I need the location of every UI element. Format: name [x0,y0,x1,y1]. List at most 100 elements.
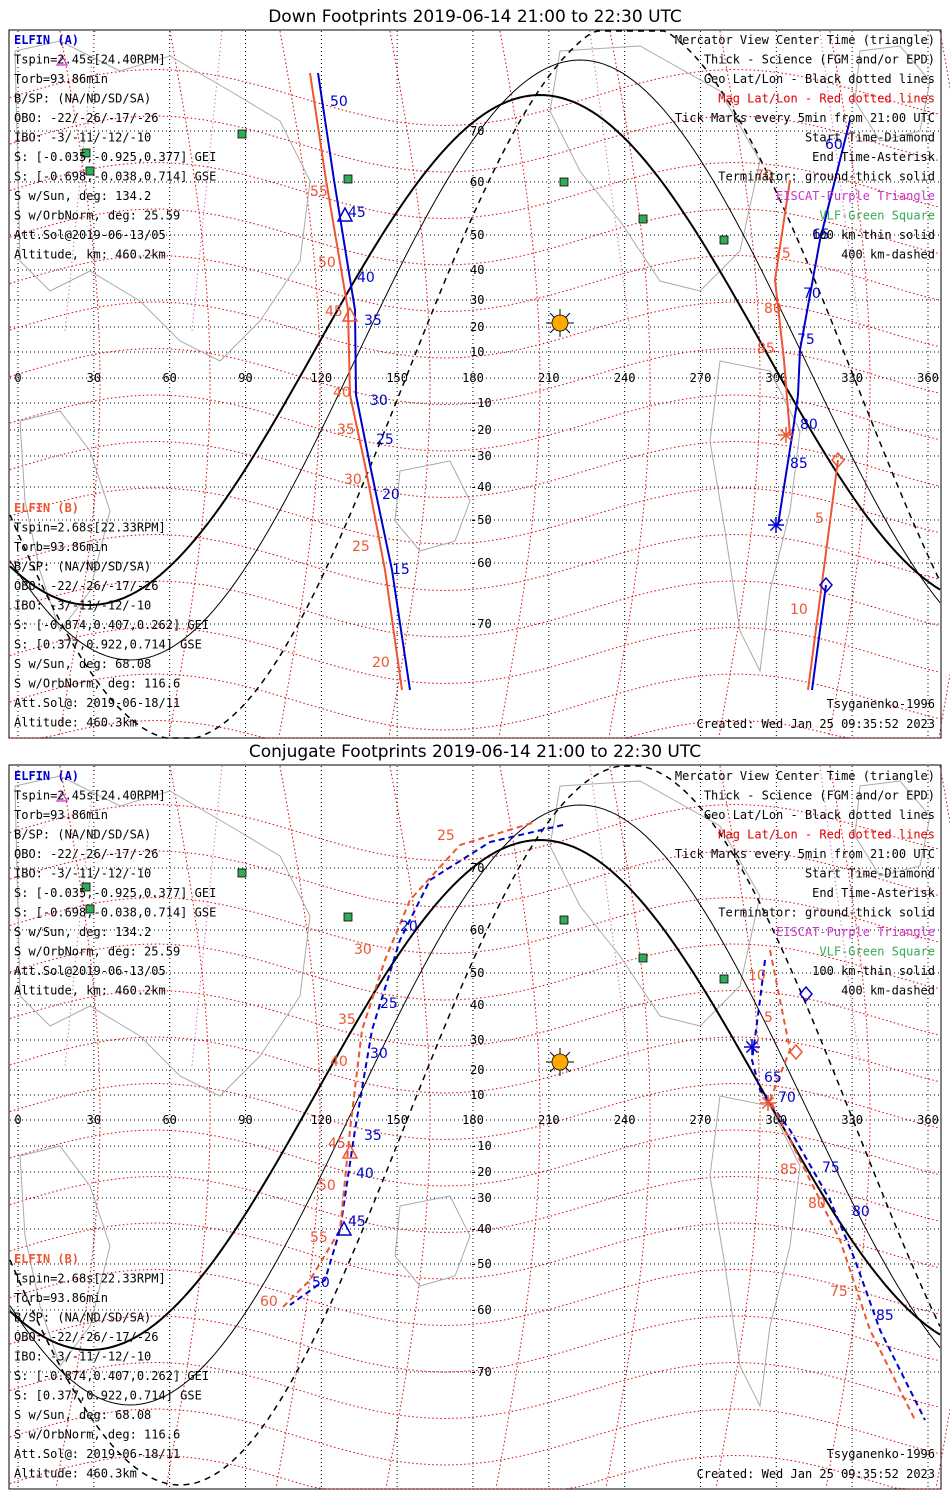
elfin-b-track-label: 20 [372,655,390,671]
lat-tick-label: -20 [470,423,492,437]
mag-meridian [385,765,431,1487]
elfin-a-track-label: 75 [797,332,815,348]
created-label: Created: Wed Jan 25 09:35:52 2023 [697,717,935,731]
elfin-b-info-line: S w/OrbNorm, deg: 116.6 [14,1428,180,1442]
elfin-a-track-label: 80 [852,1204,870,1220]
lat-tick-label: 40 [470,998,484,1012]
elfin-b-info: ELFIN (B) Tspin=2.68s[22.33RPM] Torb=93.86… [14,1252,209,1481]
eiscat-triangle-icon [55,790,69,802]
elfin-b-track [807,459,839,691]
elfin-b-info-line: Tspin=2.68s[22.33RPM] [14,1272,166,1286]
lat-tick-label: -50 [470,1257,492,1271]
mag-meridian [715,765,761,1487]
lat-tick-label: 60 [470,175,484,189]
sun-icon [546,1048,574,1076]
elfin-b-track-label: 50 [318,255,336,271]
legend-entry: EISCAT-Purple Triangle [776,189,935,203]
vlf-square [559,915,569,925]
mag-meridian [498,30,541,737]
elfin-a-info-line: Tspin=2.45s[24.40RPM] [14,53,166,67]
created-label: Created: Wed Jan 25 09:35:52 2023 [697,1467,935,1481]
start-diamond [831,451,845,469]
elfin-a-info: ELFIN (A) Tspin=2.45s[24.40RPM] Torb=93.86… [14,33,216,262]
terminator-100km [9,59,941,661]
legend-entry: Tick Marks every 5min from 21:00 UTC [675,111,935,125]
coastline [709,1095,801,1408]
lat-tick-label: 50 [470,228,484,242]
elfin-a-track-label: 40 [356,1166,374,1182]
eiscat-triangle-icon [55,54,69,66]
lat-tick-label: -40 [470,480,492,494]
elfin-a-name: ELFIN (A) [14,33,79,47]
mag-meridian [165,765,211,1487]
start-diamond [799,985,813,1003]
elfin-a-track-label: 80 [800,417,818,433]
lon-tick-label: 270 [690,371,712,385]
elfin-a-track-label: 20 [400,919,418,935]
view-center-triangle [341,1143,359,1159]
elfin-b-track-label: 75 [830,1284,848,1300]
elfin-a-track-label: 85 [876,1308,894,1324]
mag-meridian [825,765,871,1487]
legend-entry: Start Time-Diamond [805,131,935,145]
elfin-b-info-line: Altitude: 460.3km [14,716,137,730]
terminator-ground [9,838,941,1352]
vlf-square [81,882,91,892]
elfin-b-track-label: 45 [328,1136,346,1152]
legend-entry: Terminator: ground-thick solid [718,170,935,184]
elfin-b-track [773,179,791,436]
elfin-b-track-label: 25 [352,539,370,555]
elfin-b-track-label: 80 [808,1196,826,1212]
legend-entry: 100 km-thin solid [812,964,935,978]
legend-entry: Thick - Science (FGM and/or EPD) [704,789,935,803]
elfin-a-track-label: 65 [812,227,830,243]
axis-ticks: 0 30 60 90 120 150 180 210 240 270 300 330 360706050… [14,124,938,631]
legend: Mercator View Center Time (triangle) Thic… [675,769,936,998]
lat-tick-label: -50 [470,513,492,527]
vlf-square [719,235,729,245]
terminator [9,765,941,1486]
vlf-square [81,148,91,158]
coastline [19,1145,111,1368]
elfin-a-info-line: S: [-0.698,-0.038,0.714] GSE [14,170,216,184]
coastlines [14,40,931,673]
legend-entry: EISCAT-Purple Triangle [776,925,935,939]
lat-tick-label: -10 [470,1139,492,1153]
mag-meridian [589,30,631,332]
elfin-a-info-line: IBO: -3/-11/-12/-10 [14,131,151,145]
mag-parallel [10,719,940,739]
elfin-b-name: ELFIN (B) [14,501,79,515]
elfin-b-track-label: 45 [325,304,343,320]
elfin-a-track-label: 45 [348,205,366,221]
lon-tick-label: 30 [87,371,101,385]
elfin-b-info-line: Tspin=2.68s[22.33RPM] [14,521,166,535]
elfin-a-info: ELFIN (A) Tspin=2.45s[24.40RPM] Torb=93.86… [14,769,216,998]
vlf-square [638,214,648,224]
elfin-b-track-label: 50 [318,1178,336,1194]
coastline [394,1195,471,1287]
down-footprints-panel: Down Footprints 2019-06-14 21:00 to 22:3… [8,7,950,739]
legend-entry: VLF-Green Square [819,209,935,223]
mag-parallel [9,626,941,685]
elfin-b-info-line: Torb=93.86min [14,1291,108,1305]
lon-tick-label: 30 [87,1113,101,1127]
lat-tick-label: 60 [470,923,484,937]
elfin-b-info-line: Altitude: 460.3km [14,1467,137,1481]
elfin-a-info-line: S: [-0.035,-0.925,0.377] GEI [14,886,216,900]
coastlines [14,775,931,1408]
elfin-b-track-label: 85 [780,1162,798,1178]
elfin-a-track [777,119,851,526]
coastline [709,360,801,673]
elfin-a-info-line: Att.Sol@2019-06-13/05 [14,964,166,978]
mag-meridian [819,30,861,332]
lon-tick-label: 240 [614,371,636,385]
elfin-b-track-label: 80 [764,301,782,317]
mag-meridian [495,765,541,1487]
mag-meridian [819,765,861,1067]
elfin-a-info-line: Altitude, km: 460.2km [14,248,166,262]
mag-grid [9,765,950,1490]
panel-title: Down Footprints 2019-06-14 21:00 to 22:3… [268,7,682,27]
elfin-a-track-label: 35 [364,313,382,329]
sun-icon [546,309,574,337]
footprint-tracks [309,72,851,691]
